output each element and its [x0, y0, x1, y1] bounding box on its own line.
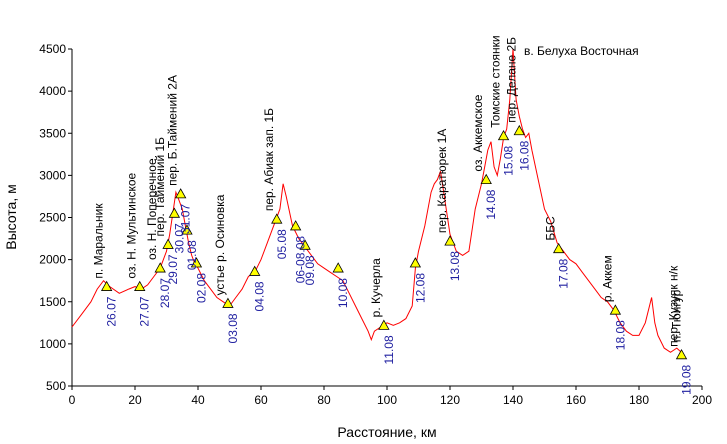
- x-tick-label: 140: [503, 393, 523, 407]
- x-tick-label: 120: [440, 393, 460, 407]
- y-tick-label: 500: [46, 379, 66, 393]
- point-name-label: оз. Н. Поперечное: [145, 158, 159, 260]
- point-date-label: 02.08: [194, 273, 208, 303]
- camp-marker: [552, 242, 565, 254]
- point-date-label: 29.07: [166, 254, 180, 284]
- camp-markers: [100, 124, 688, 360]
- point-name-label: устье р. Осиновка: [213, 194, 227, 295]
- point-name-label: Томские стоянки: [489, 35, 503, 127]
- camp-marker: [134, 280, 146, 291]
- point-date-label: 17.08: [557, 258, 571, 288]
- endpoint-label: п. Тюнгур: [670, 289, 684, 342]
- y-tick-label: 4000: [39, 84, 66, 98]
- point-name-label: пер. Абиак зап. 1Б: [262, 108, 276, 211]
- y-tick-label: 3500: [39, 126, 66, 140]
- x-tick-label: 200: [692, 393, 712, 407]
- point-date-label: 06-08.08: [294, 236, 308, 284]
- camp-marker: [100, 280, 113, 291]
- point-date-label: 19.08: [680, 365, 694, 395]
- camp-marker: [480, 173, 492, 184]
- camp-marker: [289, 220, 302, 231]
- camp-marker: [222, 297, 234, 308]
- x-axis-title: Расстояние, км: [337, 424, 436, 440]
- x-tick-label: 60: [254, 393, 268, 407]
- point-date-label: 01.08: [185, 240, 199, 270]
- point-date-label: 03.08: [226, 313, 240, 343]
- point-date-label: 11.08: [382, 335, 396, 364]
- point-date-label: 09.08: [303, 255, 317, 285]
- camp-marker: [497, 129, 510, 141]
- point-date-label: 27.07: [138, 296, 152, 326]
- point-name-label: пер. Кузуяк н/к: [667, 265, 681, 347]
- point-date-label: 14.08: [484, 189, 498, 219]
- peak-label: в. Белуха Восточная: [524, 44, 639, 58]
- x-tick-label: 180: [629, 393, 649, 407]
- elevation-profile-line: [71, 48, 684, 355]
- camp-marker: [249, 265, 261, 276]
- camp-marker: [332, 262, 344, 273]
- point-date-label: 16.08: [517, 140, 531, 170]
- point-date-label: 13.08: [448, 251, 462, 281]
- camp-marker: [513, 124, 525, 136]
- y-axis-title: Высота, м: [3, 184, 19, 249]
- y-tick-label: 4500: [39, 42, 66, 56]
- camp-marker: [181, 224, 193, 235]
- point-date-label: 18.08: [613, 320, 627, 350]
- camp-marker: [190, 257, 203, 268]
- point-name-label: оз. Аккемское: [471, 94, 485, 171]
- point-date-label: 30.07: [172, 223, 186, 253]
- point-date-label: 28.07: [158, 278, 172, 308]
- camp-marker: [168, 207, 181, 218]
- camp-marker: [609, 304, 622, 315]
- camp-marker: [174, 188, 187, 199]
- point-date-label: 12.08: [413, 273, 427, 303]
- point-name-label: оз. Н. Мультинское: [125, 172, 139, 278]
- camp-marker: [409, 257, 422, 268]
- point-labels: п. Маральник 26.07 оз. Н. Мультинское 27.07…: [92, 35, 694, 394]
- y-tick-label: 1500: [39, 295, 66, 309]
- point-date-label: 31.07: [179, 204, 193, 234]
- point-name-label: п. Маральник: [92, 203, 106, 279]
- camp-marker: [154, 262, 166, 273]
- point-name-label: пер. Каратюрек 1А: [435, 129, 449, 233]
- point-date-label: 10.08: [336, 278, 350, 308]
- camp-marker: [675, 349, 688, 360]
- y-tick-label: 3000: [39, 168, 66, 182]
- y-tick-label: 1000: [39, 337, 66, 351]
- camp-marker: [162, 238, 174, 249]
- point-date-label: 04.08: [253, 281, 267, 311]
- point-name-label: ББС: [544, 216, 558, 241]
- point-date-label: 26.07: [105, 296, 119, 326]
- x-tick-label: 100: [377, 393, 397, 407]
- camp-marker: [271, 213, 283, 224]
- point-name-label: р. Кучерла: [369, 258, 383, 318]
- x-tick-label: 20: [128, 393, 142, 407]
- camp-marker: [378, 319, 390, 330]
- camp-marker: [299, 239, 311, 250]
- camp-marker: [444, 235, 456, 246]
- point-date-label: 15.08: [502, 145, 516, 175]
- point-name-label: р. Аккем: [600, 255, 614, 302]
- point-name-label: пер. Б.Таймений 2А: [166, 75, 180, 186]
- point-name-label: пер. Таймений 1Б: [153, 137, 167, 237]
- ticks: 0 20 40 60 80 100 120 140 160 180 200 500 1000 1500 20…: [39, 42, 712, 407]
- y-tick-label: 2500: [39, 211, 66, 225]
- x-tick-label: 0: [69, 393, 76, 407]
- y-tick-label: 2000: [39, 253, 66, 267]
- x-tick-label: 40: [191, 393, 205, 407]
- x-tick-label: 80: [317, 393, 331, 407]
- point-date-label: 05.08: [275, 229, 289, 259]
- point-name-label: пер. Делане 2Б: [504, 37, 518, 123]
- x-tick-label: 160: [566, 393, 586, 407]
